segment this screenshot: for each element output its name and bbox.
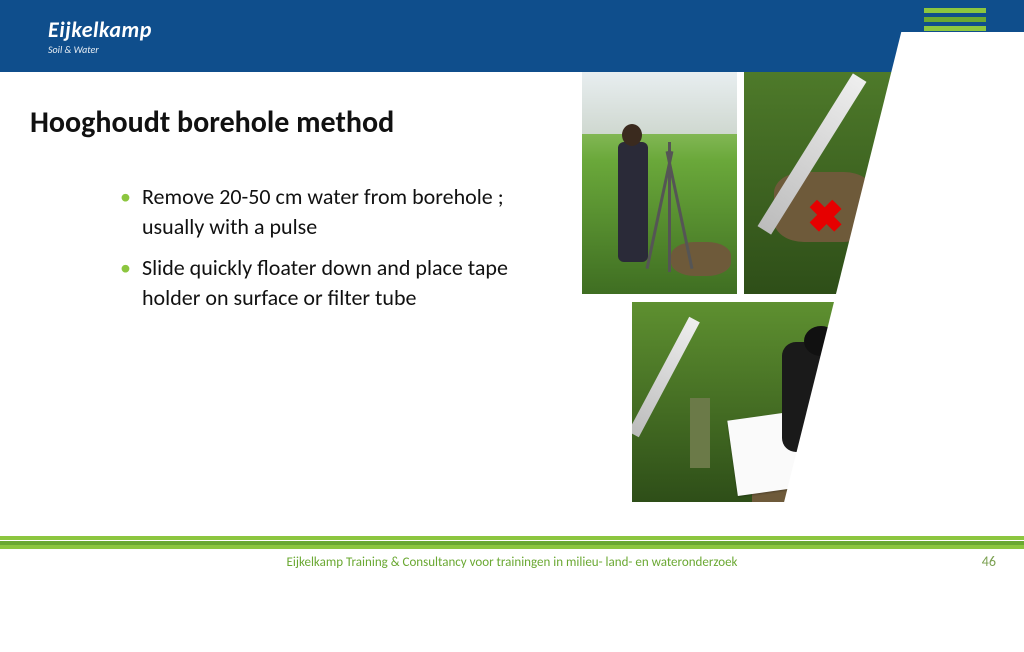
brand-logo: Eijkelkamp Soil & Water xyxy=(48,16,152,56)
brand-main-text: Eijkelkamp xyxy=(48,16,152,43)
footer-decor-stripes xyxy=(0,536,1024,550)
bullet-item: Slide quickly floater down and place tap… xyxy=(120,253,540,312)
brand-sub-text: Soil & Water xyxy=(48,43,152,56)
slide-title: Hooghoudt borehole method xyxy=(30,104,394,141)
red-x-overlay: ✖ xyxy=(808,192,843,241)
photo-person-clipboard xyxy=(632,302,892,502)
bullet-item: Remove 20-50 cm water from borehole ; us… xyxy=(120,182,540,241)
footer-text: Eijkelkamp Training & Consultancy voor t… xyxy=(0,555,1024,570)
header-decor-stripes xyxy=(924,8,986,35)
photo-borehole-closeup: ✖ xyxy=(744,72,899,294)
photo-field-person-tripod xyxy=(582,72,737,294)
header-bar: Eijkelkamp Soil & Water xyxy=(0,0,1024,72)
bullet-list: Remove 20-50 cm water from borehole ; us… xyxy=(120,182,540,325)
slide-content: Hooghoudt borehole method Remove 20-50 c… xyxy=(0,72,1024,536)
page-number: 46 xyxy=(982,553,996,570)
footer-bar: Eijkelkamp Training & Consultancy voor t… xyxy=(0,536,1024,576)
